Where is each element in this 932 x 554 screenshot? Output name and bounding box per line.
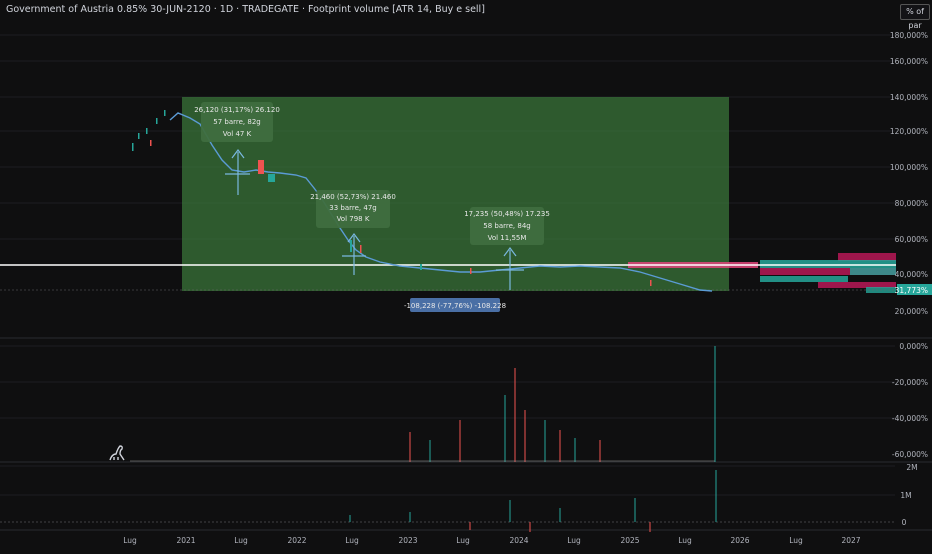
percent-of-par-button[interactable]: % of par — [900, 4, 930, 30]
volume-axis[interactable]: 2M 1M 0 — [900, 463, 917, 527]
price-line — [169, 112, 713, 292]
svg-text:0,000%: 0,000% — [899, 342, 928, 351]
svg-text:2025: 2025 — [620, 536, 639, 545]
range-label[interactable]: -108,228 (-77,76%) -108.228 — [404, 298, 506, 312]
svg-text:80,000%: 80,000% — [895, 199, 928, 208]
svg-text:0: 0 — [902, 518, 907, 527]
svg-text:-20,000%: -20,000% — [892, 378, 928, 387]
candles — [132, 110, 422, 270]
measure-arrows — [225, 149, 524, 290]
svg-text:17,235 (50,48%) 17.235: 17,235 (50,48%) 17.235 — [464, 210, 550, 218]
oscillator — [409, 368, 601, 462]
svg-text:Lug: Lug — [123, 536, 137, 545]
time-axis[interactable]: Lug 2021 Lug 2022 Lug 2023 Lug 2024 Lug … — [123, 536, 861, 545]
svg-text:57 barre, 82g: 57 barre, 82g — [213, 118, 260, 126]
svg-text:2026: 2026 — [730, 536, 749, 545]
svg-text:1M: 1M — [900, 491, 911, 500]
svg-text:2M: 2M — [906, 463, 917, 472]
svg-text:31,773%: 31,773% — [895, 286, 928, 295]
svg-text:Lug: Lug — [456, 536, 470, 545]
svg-text:58 barre, 84g: 58 barre, 84g — [483, 222, 530, 230]
svg-text:2023: 2023 — [398, 536, 417, 545]
measurement-2[interactable]: 21,460 (52,73%) 21.460 33 barre, 47g Vol… — [310, 190, 396, 228]
measurement-1[interactable]: 26,120 (31,17%) 26.120 57 barre, 82g Vol… — [194, 102, 280, 142]
svg-text:Vol 798 K: Vol 798 K — [337, 215, 370, 223]
date-price-range-box[interactable] — [182, 97, 729, 291]
svg-text:40,000%: 40,000% — [895, 270, 928, 279]
chart-title: Government of Austria 0.85% 30-JUN-2120 … — [6, 4, 485, 15]
svg-text:Lug: Lug — [234, 536, 248, 545]
svg-text:Vol 47 K: Vol 47 K — [223, 130, 252, 138]
svg-text:2024: 2024 — [509, 536, 528, 545]
svg-text:26,120 (31,17%) 26.120: 26,120 (31,17%) 26.120 — [194, 106, 280, 114]
svg-text:Lug: Lug — [345, 536, 359, 545]
oscillator-axis[interactable]: 0,000% -20,000% -40,000% -60,000% — [892, 342, 928, 459]
svg-text:2021: 2021 — [176, 536, 195, 545]
tradingview-dino-icon[interactable] — [106, 442, 128, 464]
svg-text:21,460 (52,73%) 21.460: 21,460 (52,73%) 21.460 — [310, 193, 396, 201]
svg-text:-108,228 (-77,76%) -108.228: -108,228 (-77,76%) -108.228 — [404, 302, 506, 310]
volume-bars — [349, 470, 717, 522]
svg-text:100,000%: 100,000% — [890, 163, 928, 172]
svg-text:160,000%: 160,000% — [890, 57, 928, 66]
svg-text:180,000%: 180,000% — [890, 31, 928, 40]
svg-text:20,000%: 20,000% — [895, 307, 928, 316]
svg-text:140,000%: 140,000% — [890, 93, 928, 102]
svg-text:120,000%: 120,000% — [890, 127, 928, 136]
measurement-3[interactable]: 17,235 (50,48%) 17.235 58 barre, 84g Vol… — [464, 207, 550, 245]
svg-text:Lug: Lug — [678, 536, 692, 545]
svg-text:60,000%: 60,000% — [895, 235, 928, 244]
svg-text:-60,000%: -60,000% — [892, 450, 928, 459]
svg-text:2027: 2027 — [841, 536, 860, 545]
svg-text:Vol 11,55M: Vol 11,55M — [488, 234, 527, 242]
svg-text:-40,000%: -40,000% — [892, 414, 928, 423]
svg-text:Lug: Lug — [567, 536, 581, 545]
svg-text:2022: 2022 — [287, 536, 306, 545]
svg-text:33 barre, 47g: 33 barre, 47g — [329, 204, 376, 212]
price-axis[interactable]: 180,000% 160,000% 140,000% 120,000% 100,… — [890, 31, 932, 316]
svg-text:Lug: Lug — [789, 536, 803, 545]
